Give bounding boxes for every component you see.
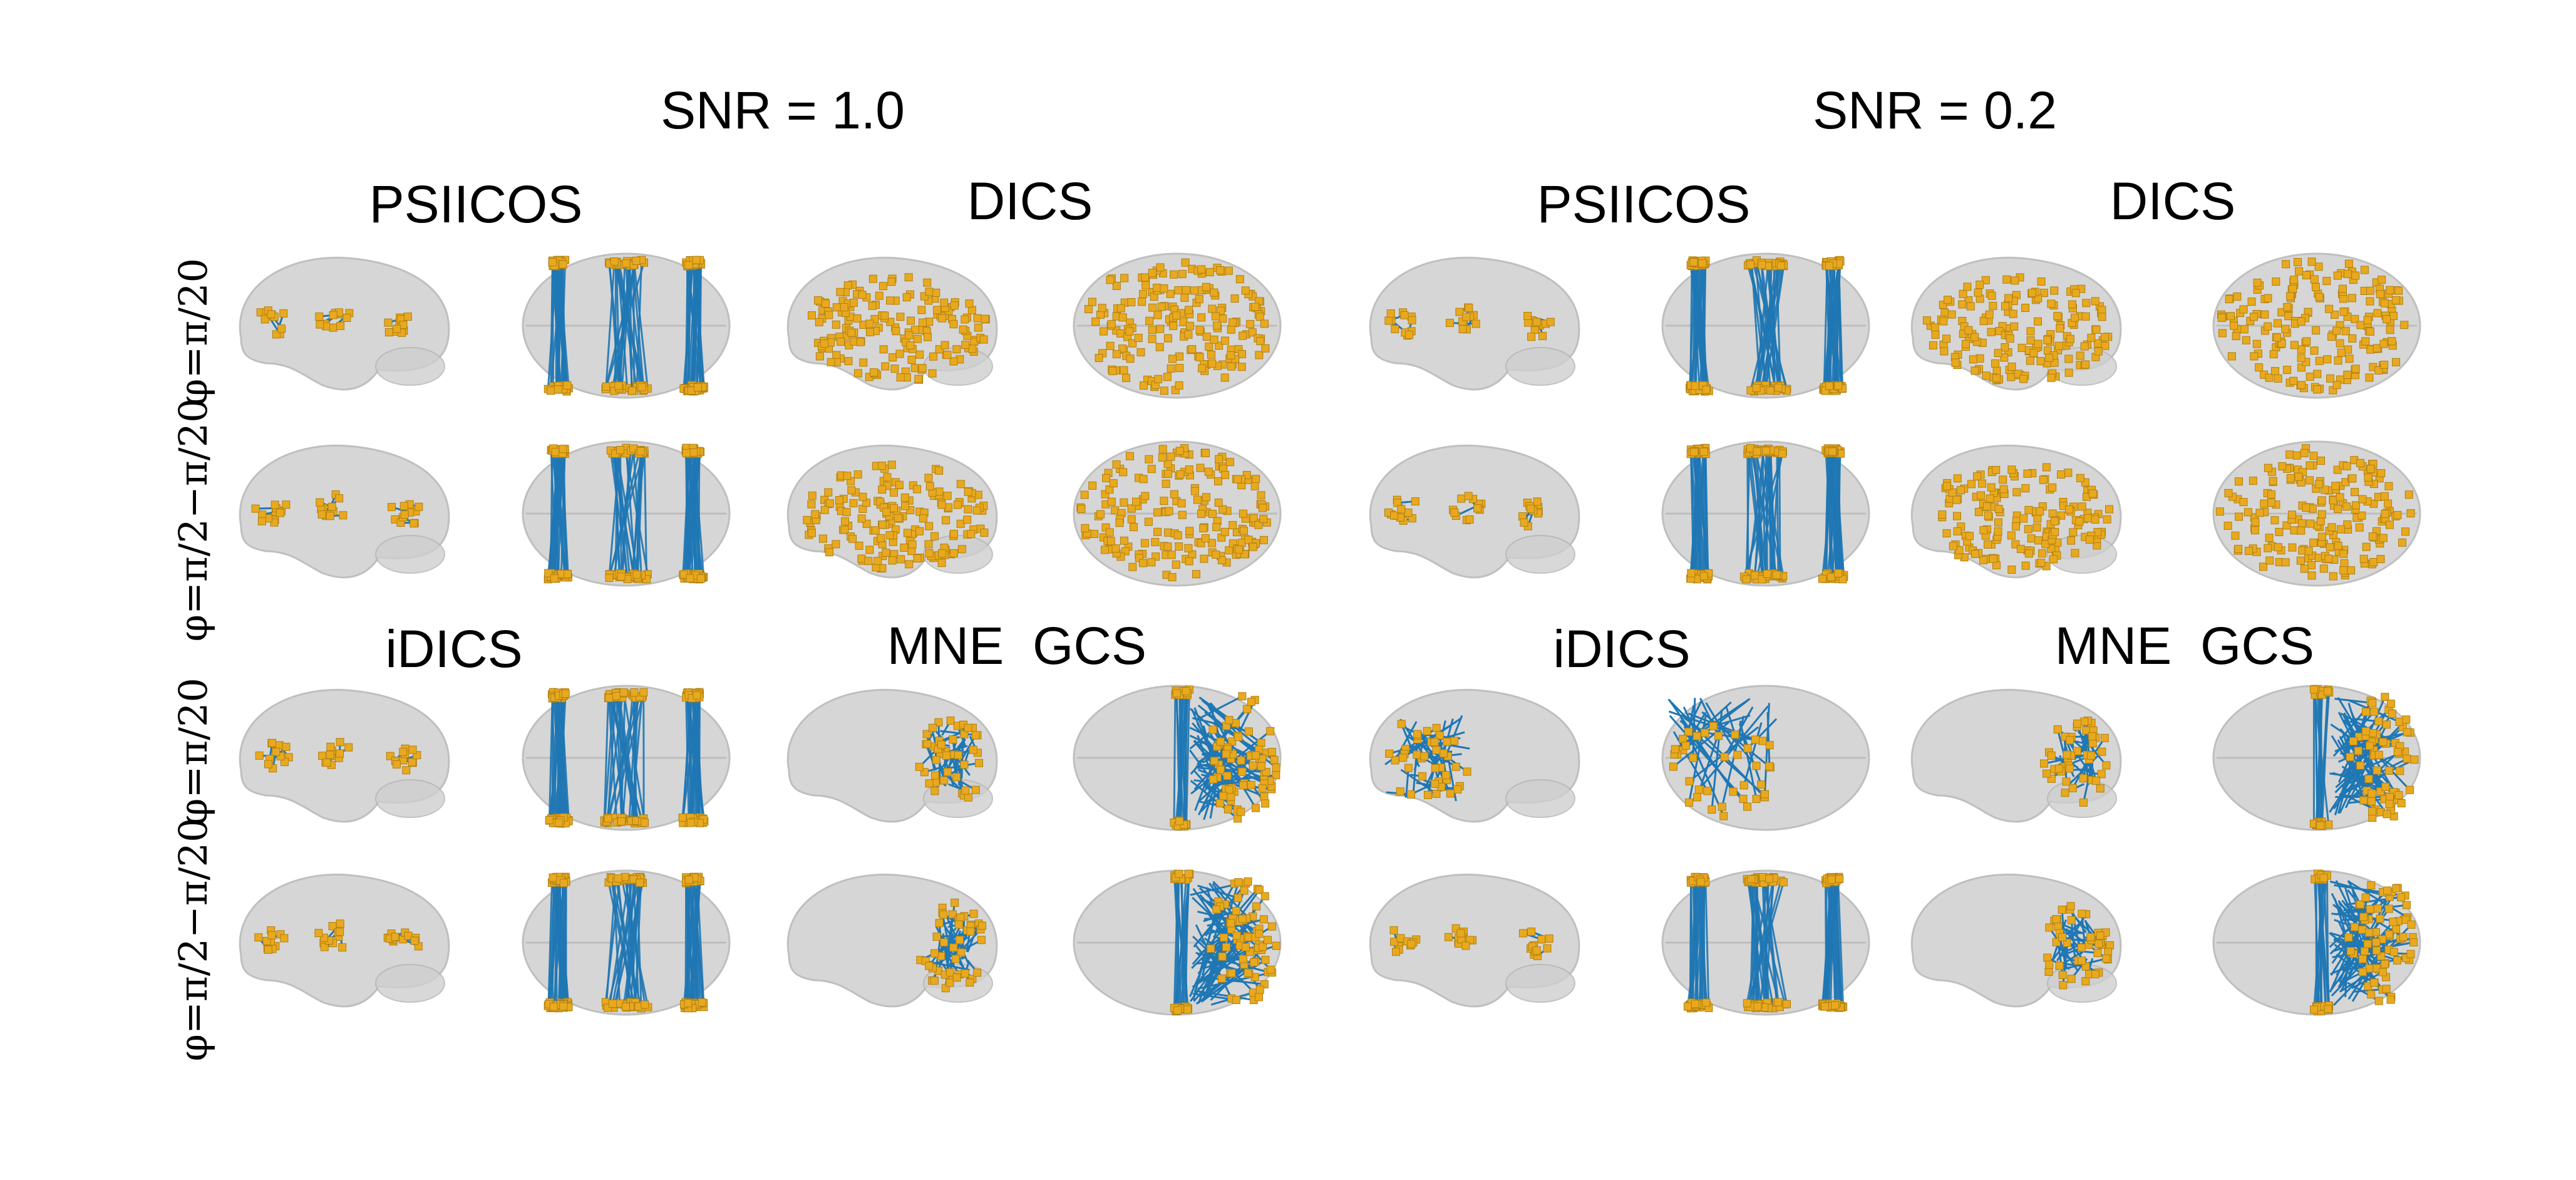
- brain-panels: [239, 252, 2421, 1016]
- snr-title-high: SNR = 1.0: [661, 81, 905, 140]
- sagittal-brain-gcs-snr02-phi-small: [1910, 688, 2122, 823]
- axial-brain-dics-snr02-phi-large: [2212, 440, 2421, 587]
- axial-brain-dics-snr1-phi-large: [1073, 440, 1282, 587]
- axial-brain-psiicos-snr02-phi-large: [1661, 440, 1870, 587]
- axial-brain-psiicos-snr1-phi-large: [522, 440, 731, 587]
- method-title-idics-snr1: iDICS: [385, 619, 522, 678]
- axial-brain-idics-snr1-phi-small: [522, 685, 731, 831]
- axial-brain-gcs-snr1-phi-large: [1073, 869, 1282, 1016]
- method-title-gcs-snr1: GCS: [1033, 616, 1146, 675]
- method-title-psiicos-snr1: PSIICOS: [369, 175, 583, 234]
- sagittal-brain-idics-snr02-phi-small: [1369, 688, 1580, 823]
- sagittal-brain-psiicos-snr02-phi-small: [1369, 256, 1580, 391]
- sagittal-brain-gcs-snr1-phi-large: [786, 873, 998, 1008]
- row-label-phi-small-top: φ=π/20: [170, 258, 216, 406]
- sagittal-brain-gcs-snr1-phi-small: [786, 688, 998, 823]
- sagittal-brain-idics-snr02-phi-large: [1369, 873, 1580, 1008]
- sagittal-brain-gcs-snr02-phi-large: [1910, 873, 2122, 1008]
- axial-brain-psiicos-snr02-phi-small: [1661, 252, 1870, 399]
- method-title-mne-snr02: MNE: [2055, 616, 2172, 675]
- sagittal-brain-idics-snr1-phi-small: [239, 688, 450, 823]
- axial-brain-psiicos-snr1-phi-small: [522, 252, 731, 399]
- axial-brain-gcs-snr02-phi-large: [2212, 869, 2421, 1016]
- sagittal-brain-psiicos-snr02-phi-large: [1369, 444, 1580, 579]
- method-title-idics-snr02: iDICS: [1553, 619, 1690, 678]
- sagittal-brain-dics-snr1-phi-large: [786, 444, 998, 579]
- method-title-dics-snr02: DICS: [2110, 172, 2236, 230]
- axial-brain-gcs-snr1-phi-small: [1073, 685, 1282, 831]
- axial-brain-idics-snr02-phi-large: [1661, 869, 1870, 1016]
- method-title-psiicos-snr02: PSIICOS: [1537, 175, 1751, 234]
- row-label-phi-large-top: φ=π/2−π/20: [170, 398, 216, 642]
- sagittal-brain-dics-snr1-phi-small: [786, 256, 998, 391]
- axial-brain-idics-snr1-phi-large: [522, 869, 731, 1016]
- axial-brain-dics-snr02-phi-small: [2212, 252, 2421, 399]
- sagittal-brain-psiicos-snr1-phi-small: [239, 256, 450, 391]
- sagittal-brain-dics-snr02-phi-small: [1910, 256, 2122, 391]
- row-label-phi-large-bottom: φ=π/2−π/20: [170, 818, 216, 1062]
- axial-brain-dics-snr1-phi-small: [1073, 252, 1282, 399]
- axial-brain-gcs-snr02-phi-small: [2212, 685, 2421, 831]
- axial-brain-idics-snr02-phi-small: [1661, 685, 1870, 831]
- row-label-phi-small-bottom: φ=π/20: [170, 678, 216, 825]
- sagittal-brain-dics-snr02-phi-large: [1910, 444, 2122, 579]
- snr-title-low: SNR = 0.2: [1813, 81, 2057, 140]
- method-title-dics-snr1: DICS: [967, 172, 1093, 230]
- method-title-gcs-snr02: GCS: [2200, 616, 2314, 675]
- sagittal-brain-psiicos-snr1-phi-large: [239, 444, 450, 579]
- method-title-mne-snr1: MNE: [887, 616, 1004, 675]
- sagittal-brain-idics-snr1-phi-large: [239, 873, 450, 1008]
